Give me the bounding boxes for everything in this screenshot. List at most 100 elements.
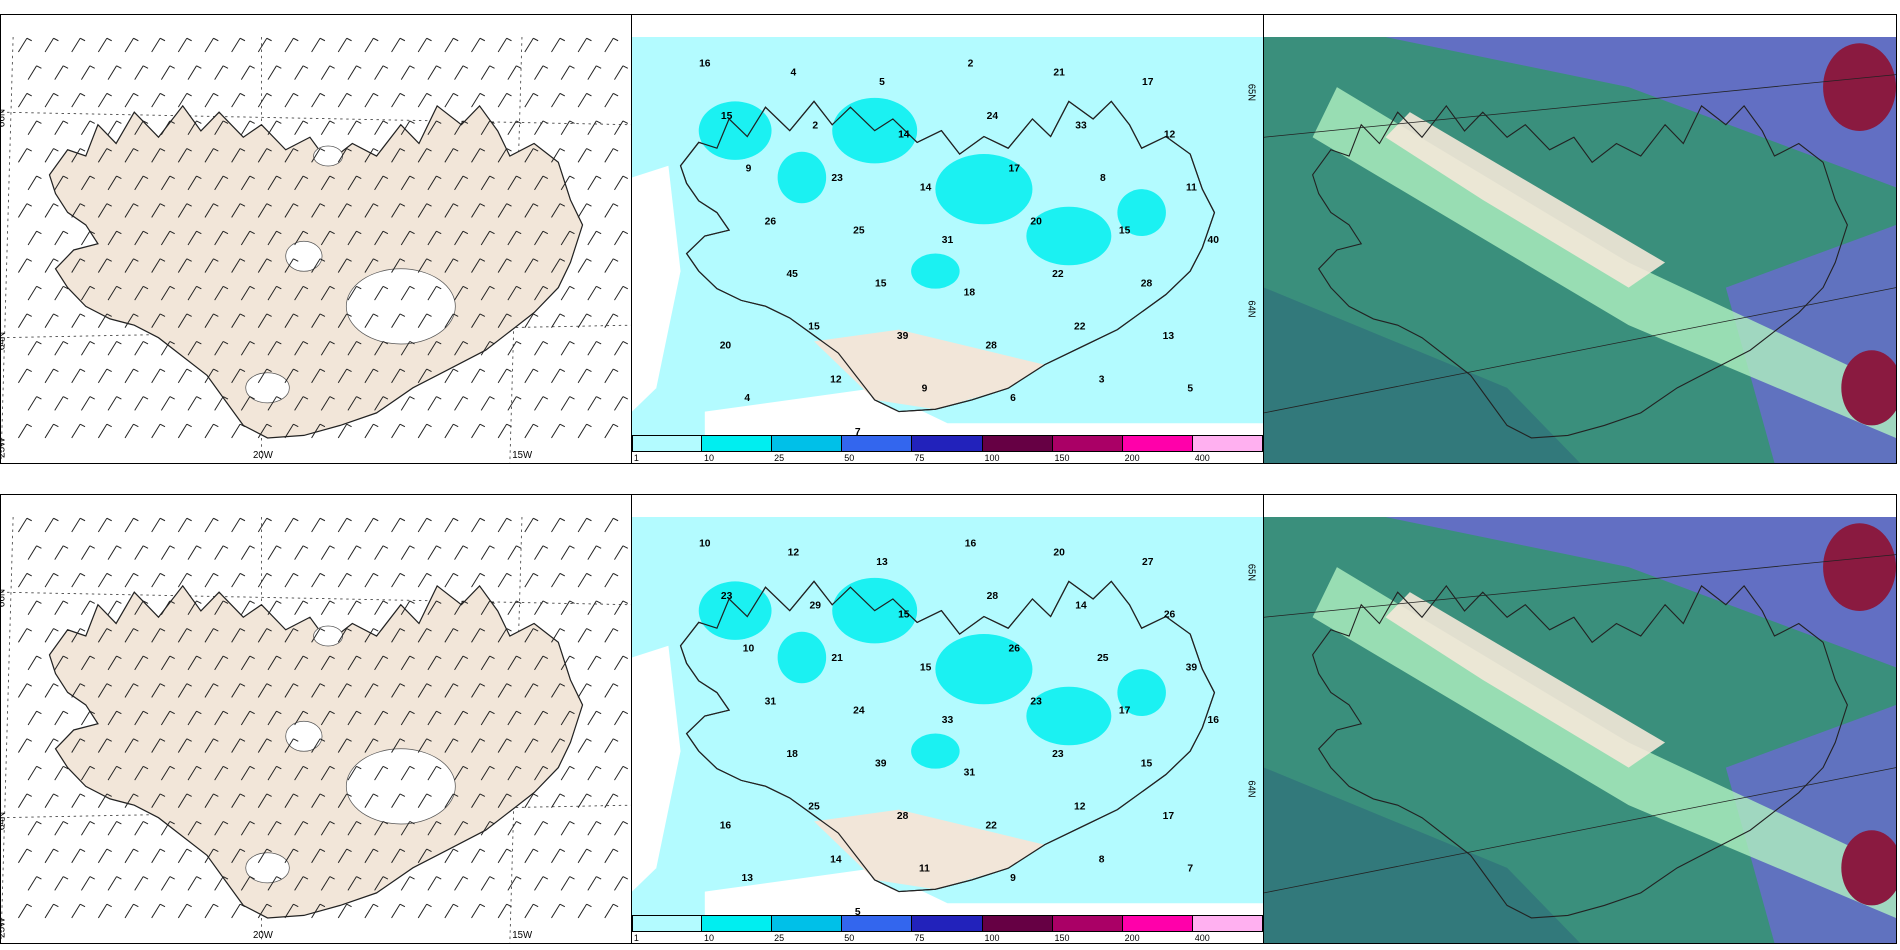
precip-value: 28 xyxy=(897,811,909,822)
precip-value: 23 xyxy=(721,591,733,602)
precip-value: 33 xyxy=(942,715,954,726)
colorbar-tick: 75 xyxy=(914,933,925,943)
precip-value: 16 xyxy=(720,821,732,832)
precip-value: 15 xyxy=(898,610,910,621)
precip-value: 28 xyxy=(1141,278,1153,289)
precip-value: 15 xyxy=(1119,226,1131,237)
precip-value: 15 xyxy=(920,662,932,673)
colorbar-swatch xyxy=(772,915,843,932)
precip-value: 10 xyxy=(743,644,755,655)
precip-value: 8 xyxy=(1100,173,1106,184)
colorbar-swatch xyxy=(1052,915,1123,932)
precip-value: 16 xyxy=(1208,715,1220,726)
iceland-outline xyxy=(1312,584,1848,919)
panel-wind-igis: 66N 64N 25W 20W 15W xyxy=(0,14,632,464)
wind-map: 66N 64N 25W 20W 15W xyxy=(1,37,631,463)
lon-label: 25W xyxy=(1,917,8,938)
precip-value: 17 xyxy=(1119,706,1131,717)
colorbar-swatch xyxy=(1122,915,1193,932)
iceland-outline xyxy=(1312,104,1848,439)
panel-title xyxy=(632,495,1263,517)
precip-value: 23 xyxy=(1052,749,1064,760)
lat-label: 64N xyxy=(1245,780,1256,797)
colorbar-swatch xyxy=(702,435,773,452)
precip-value: 14 xyxy=(830,854,842,865)
precip-colorbar: 1 10 25 50 75 100 150 200 400 xyxy=(632,915,1263,943)
precip-value: 2 xyxy=(968,58,974,69)
precip-value: 10 xyxy=(699,538,711,549)
precip-value: 15 xyxy=(1141,758,1153,769)
precip-value: 2 xyxy=(812,120,818,131)
precip-value: 23 xyxy=(831,173,843,184)
precip-value: 27 xyxy=(1142,557,1154,568)
precip-value: 28 xyxy=(985,341,997,352)
colorbar-tick: 400 xyxy=(1194,453,1210,463)
colorbar-tick: 100 xyxy=(984,453,1000,463)
colorbar-swatch xyxy=(982,435,1053,452)
panel-cloud-igis xyxy=(1263,14,1897,464)
panel-title xyxy=(1,495,631,517)
precip-value: 24 xyxy=(987,111,999,122)
cloud-map xyxy=(1264,37,1896,463)
precip-value: 12 xyxy=(1074,802,1086,813)
lat-label: 64N xyxy=(1,812,8,830)
precip-colorbar: 1 10 25 50 75 100 150 200 400 xyxy=(632,435,1263,463)
precip-value: 14 xyxy=(920,182,932,193)
lat-label: 64N xyxy=(1,332,8,350)
precip-value: 20 xyxy=(720,341,732,352)
colorbar-swatch xyxy=(1122,435,1193,452)
lon-label: 15W xyxy=(512,930,533,941)
precip-value: 5 xyxy=(1187,384,1193,395)
precip-value: 24 xyxy=(853,706,865,717)
colorbar-tick: 25 xyxy=(774,933,785,943)
precip-value: 18 xyxy=(964,288,976,299)
lon-label: 25W xyxy=(1,437,8,458)
precip-value: 17 xyxy=(1163,811,1175,822)
wind-map: 66N 64N 25W 20W 15W xyxy=(1,517,631,943)
precip-value: 6 xyxy=(1010,393,1016,404)
precip-value: 9 xyxy=(1010,873,1016,884)
map-canvas: 1645221171521424331292314178112625312015… xyxy=(632,37,1263,435)
lat-label: 65N xyxy=(1245,564,1256,581)
map-canvas: 10 12 13 16 20 27 23 29 15 28 14 26 10 21 15 26 25 39 31 24… xyxy=(632,517,1263,915)
map-canvas: 66N 64N 25W 20W 15W xyxy=(1,517,631,943)
precip-map: 16 4 5 2 21 17 15 2 14 24 33 12 9 23 14 17 8 11 26 25 31 20 15… xyxy=(632,37,1263,435)
colorbar-swatch xyxy=(912,915,983,932)
precip-value: 11 xyxy=(919,864,930,875)
precip-value: 9 xyxy=(922,384,928,395)
panel-title xyxy=(1264,15,1896,37)
colorbar-tick: 1 xyxy=(633,933,639,943)
precip-value: 8 xyxy=(1099,854,1105,865)
iceland-landmass xyxy=(48,104,584,439)
precip-value: 25 xyxy=(808,802,820,813)
lon-label: 20W xyxy=(253,930,274,941)
precip-value: 22 xyxy=(985,821,997,832)
precip-value: 15 xyxy=(808,322,820,333)
colorbar-tick: 400 xyxy=(1194,933,1210,943)
precip-value: 31 xyxy=(765,696,777,707)
panel-title xyxy=(1264,495,1896,517)
precip-value: 17 xyxy=(1142,77,1154,88)
panel-cloud-dini xyxy=(1263,494,1897,944)
colorbar-tick: 150 xyxy=(1054,933,1070,943)
colorbar-frame xyxy=(632,435,1263,452)
precip-value: 16 xyxy=(699,58,711,69)
colorbar-swatch xyxy=(912,435,983,452)
precip-value: 18 xyxy=(786,749,798,760)
precip-value: 15 xyxy=(875,278,887,289)
precip-value: 29 xyxy=(809,600,821,611)
precip-value: 5 xyxy=(879,77,885,88)
precip-value: 23 xyxy=(1030,696,1042,707)
precip-value: 31 xyxy=(964,768,976,779)
precip-value: 4 xyxy=(791,68,797,79)
precip-value: 20 xyxy=(1053,548,1065,559)
precip-map: 10 12 13 16 20 27 23 29 15 28 14 26 10 21 15 26 25 39 31 24… xyxy=(632,517,1263,915)
precip-value: 14 xyxy=(1075,600,1087,611)
map-canvas: 66N 64N 25W 20W 15W xyxy=(1,37,631,463)
lat-label: 66N xyxy=(1,589,8,607)
panel-wind-dini: 66N 64N 25W 20W 15W xyxy=(0,494,632,944)
precip-value: 33 xyxy=(1075,120,1087,131)
precip-value: 26 xyxy=(765,216,777,227)
precip-value: 21 xyxy=(1053,68,1065,79)
precip-value: 22 xyxy=(1074,322,1086,333)
